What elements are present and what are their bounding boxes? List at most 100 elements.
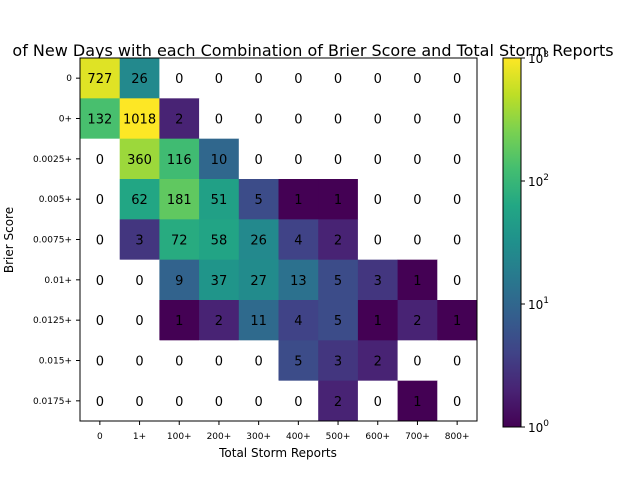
heatmap-cell [357,179,399,220]
heatmap-cell [199,138,240,180]
cell-value-label: 0 [413,193,421,208]
heatmap-cell [119,259,160,301]
cell-value-label: 58 [211,234,228,249]
cell-value-label: 0 [255,395,263,410]
y-tick-label: 0.0075+ [33,236,72,246]
x-tick-label: 300+ [246,432,271,442]
heatmap-cell [318,380,359,422]
heatmap-cell [159,138,200,180]
cell-value-label: 0 [294,153,302,168]
cell-value-label: 0 [334,153,342,168]
cell-value-label: 0 [96,274,104,289]
cell-value-label: 0 [453,153,461,168]
cell-value-label: 3 [374,274,382,289]
heatmap-cell [357,340,399,382]
heatmap-cell [357,380,399,422]
cell-value-label: 0 [453,234,461,249]
cell-value-label: 2 [374,355,382,370]
cell-value-label: 0 [374,113,382,128]
heatmap-cell [318,138,359,180]
cell-value-label: 1 [413,395,421,410]
y-tick-label: 0.01+ [44,276,72,286]
heatmap-cell [318,98,359,140]
cell-value-label: 0 [255,355,263,370]
heatmap-cell [397,380,438,422]
heatmap-cell [238,98,279,140]
heatmap-cell [159,300,200,341]
heatmap-cell [397,58,438,99]
cell-value-label: 0 [453,274,461,289]
cell-value-label: 1 [175,314,183,329]
colorbar-tick-label: 103 [528,50,549,66]
heatmap-cell [80,300,121,341]
heatmap-cell [199,259,240,301]
colorbar-tick-label: 102 [528,173,549,189]
cell-value-label: 727 [87,72,112,87]
heatmap-cell [80,219,121,261]
cell-value-label: 0 [374,72,382,87]
heatmap-cell [159,58,200,99]
heatmap-cell [238,259,279,301]
cell-value-label: 1 [453,314,461,329]
cell-value-label: 0 [96,193,104,208]
cell-value-label: 132 [87,113,112,128]
cell-value-label: 2 [413,314,421,329]
heatmap-cell [397,138,438,180]
heatmap-cell [80,58,121,99]
cell-value-label: 0 [255,72,263,87]
heatmap-cell [278,58,319,99]
cell-value-label: 62 [131,193,148,208]
cell-value-label: 0 [96,314,104,329]
colorbar-tick-label: 101 [528,296,549,312]
heatmap-cell [80,340,121,382]
heatmap-cell [278,219,319,261]
y-tick-label: 0.005+ [39,195,72,205]
cell-value-label: 0 [96,153,104,168]
heatmap-cell [357,300,399,341]
heatmap-cell [159,98,200,140]
heatmap-cell [80,380,121,422]
heatmap-cell [119,138,160,180]
cell-value-label: 0 [453,113,461,128]
cell-value-label: 3 [334,355,342,370]
heatmap-cell [318,340,359,382]
heatmap-cell [397,300,438,341]
cell-value-label: 0 [215,395,223,410]
heatmap-cell [357,259,399,301]
y-tick-label: 0 [66,74,72,84]
cell-value-label: 5 [334,274,342,289]
cell-value-label: 5 [334,314,342,329]
cell-value-label: 0 [413,355,421,370]
heatmap-cell [357,98,399,140]
cell-value-label: 0 [413,113,421,128]
heatmap-cell [357,219,399,261]
heatmap-cell [318,219,359,261]
heatmap-cell [397,259,438,301]
x-tick-label: 400+ [286,432,311,442]
heatmap-cell [437,179,478,220]
heatmap-cell [278,380,319,422]
heatmap-cell [278,300,319,341]
heatmap-cell [238,219,279,261]
heatmap-cell [278,340,319,382]
cell-value-label: 3 [135,234,143,249]
y-axis-label: Brier Score [2,207,16,273]
heatmap-cell [238,380,279,422]
cell-value-label: 0 [135,395,143,410]
cell-value-label: 2 [175,113,183,128]
cell-value-label: 0 [215,113,223,128]
heatmap-cell [119,219,160,261]
cell-value-label: 0 [374,234,382,249]
cell-value-label: 11 [250,314,267,329]
x-tick-label: 600+ [365,432,390,442]
cell-value-label: 9 [175,274,183,289]
cell-value-label: 0 [374,153,382,168]
cell-value-label: 4 [294,234,302,249]
cell-value-label: 37 [211,274,228,289]
cell-value-label: 0 [175,72,183,87]
cell-value-label: 0 [413,234,421,249]
cell-value-label: 4 [294,314,302,329]
heatmap-cell [119,300,160,341]
cell-value-label: 5 [255,193,263,208]
cell-value-label: 116 [167,153,192,168]
